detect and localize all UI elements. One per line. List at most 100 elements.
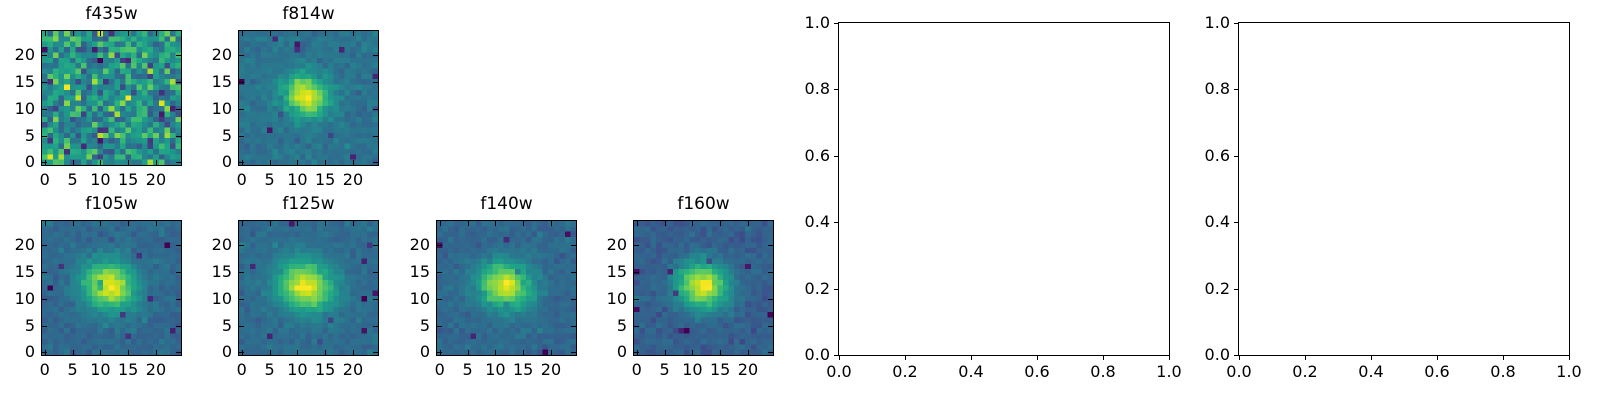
xtick-label-f125w-4: 20: [342, 360, 364, 379]
xtick-top-f105w-0: [45, 221, 46, 226]
xtick-f160w-2: [692, 350, 693, 355]
ytick-label-f814w-0: 0: [221, 152, 232, 172]
ytick-f125w-3: [239, 272, 244, 273]
xtick-top-f125w-2: [297, 221, 298, 226]
blank-axes-2-ytick-3: [1234, 156, 1238, 157]
blank-axes-1-ytick-0: [834, 355, 838, 356]
blank-axes-1-xtick-label-1: 0.2: [892, 362, 918, 381]
blank-axes-1-xtick-label-4: 0.8: [1090, 362, 1116, 381]
xtick-f160w-1: [665, 350, 666, 355]
xtick-f435w-1: [73, 160, 74, 165]
ytick-right-f105w-3: [176, 272, 181, 273]
xtick-top-f125w-4: [353, 221, 354, 226]
ytick-f435w-1: [42, 136, 47, 137]
blank-axes-1-xtick-label-2: 0.4: [958, 362, 984, 381]
xtick-label-f125w-0: 0: [236, 360, 247, 379]
blank-axes-2-xtick-0: [1239, 356, 1240, 360]
cutout-axes-f125w: [238, 220, 379, 356]
blank-axes-2-ytick-5: [1234, 23, 1238, 24]
ytick-label-f140w-1: 5: [419, 315, 430, 335]
ytick-f105w-1: [42, 326, 47, 327]
xtick-top-f105w-4: [156, 221, 157, 226]
blank-axes-1-ytick-1: [834, 289, 838, 290]
ytick-right-f160w-3: [768, 272, 773, 273]
ytick-f140w-2: [437, 299, 442, 300]
xtick-top-f160w-2: [692, 221, 693, 226]
blank-axes-2-xtick-2: [1371, 356, 1372, 360]
xtick-f125w-1: [270, 350, 271, 355]
ytick-f125w-0: [239, 352, 244, 353]
ytick-label-f435w-1: 5: [24, 125, 35, 145]
ytick-f125w-4: [239, 245, 244, 246]
xtick-f105w-3: [128, 350, 129, 355]
blank-axes-2-frame: [1238, 22, 1570, 356]
xtick-label-f160w-3: 15: [709, 360, 731, 379]
ytick-right-f435w-3: [176, 82, 181, 83]
blank-axes-1-xtick-3: [1037, 356, 1038, 360]
xtick-label-f160w-2: 10: [682, 360, 703, 379]
xtick-label-f814w-2: 10: [287, 170, 308, 189]
ytick-right-f814w-0: [373, 162, 378, 163]
xtick-label-f160w-4: 20: [737, 360, 759, 379]
ytick-right-f140w-4: [571, 245, 576, 246]
blank-axes-1-ytick-3: [834, 156, 838, 157]
xtick-label-f814w-4: 20: [342, 170, 364, 189]
blank-axes-2-ytick-2: [1234, 222, 1238, 223]
ytick-label-f160w-0: 0: [616, 342, 627, 362]
blank-axes-1-frame: [838, 22, 1170, 356]
blank-axes-2-xtick-label-1: 0.2: [1292, 362, 1318, 381]
xtick-label-f814w-3: 15: [314, 170, 336, 189]
xtick-label-f125w-3: 15: [314, 360, 336, 379]
xtick-top-f125w-0: [242, 221, 243, 226]
ytick-right-f105w-0: [176, 352, 181, 353]
xtick-label-f140w-1: 5: [462, 360, 473, 379]
ytick-right-f814w-1: [373, 136, 378, 137]
ytick-right-f125w-3: [373, 272, 378, 273]
ytick-f140w-3: [437, 272, 442, 273]
ytick-right-f435w-2: [176, 109, 181, 110]
ytick-label-f814w-2: 10: [211, 98, 232, 118]
blank-axes-1-ytick-label-0: 0.0: [804, 345, 830, 364]
xtick-label-f435w-1: 5: [67, 170, 78, 189]
xtick-f814w-3: [325, 160, 326, 165]
ytick-label-f105w-1: 5: [24, 315, 35, 335]
xtick-f814w-2: [297, 160, 298, 165]
xtick-top-f160w-0: [637, 221, 638, 226]
blank-axes-1-xtick-label-0: 0.0: [826, 362, 852, 381]
ytick-label-f125w-3: 15: [211, 261, 232, 281]
xtick-label-f105w-3: 15: [117, 360, 139, 379]
blank-axes-1-xtick-0: [839, 356, 840, 360]
xtick-f435w-3: [128, 160, 129, 165]
xtick-f105w-2: [100, 350, 101, 355]
ytick-label-f435w-2: 10: [14, 98, 35, 118]
ytick-label-f160w-1: 5: [616, 315, 627, 335]
cutout-image-f105w: [42, 221, 181, 355]
ytick-right-f125w-1: [373, 326, 378, 327]
panel-title-f435w: f435w: [85, 4, 138, 24]
xtick-label-f140w-4: 20: [540, 360, 562, 379]
ytick-label-f435w-4: 20: [14, 45, 35, 65]
xtick-top-f160w-1: [665, 221, 666, 226]
xtick-label-f140w-0: 0: [434, 360, 445, 379]
ytick-label-f160w-4: 20: [606, 235, 627, 255]
xtick-f125w-2: [297, 350, 298, 355]
ytick-f140w-0: [437, 352, 442, 353]
blank-axes-2-xtick-1: [1305, 356, 1306, 360]
xtick-label-f435w-4: 20: [145, 170, 167, 189]
xtick-top-f105w-2: [100, 221, 101, 226]
xtick-f160w-4: [748, 350, 749, 355]
blank-axes-2-xtick-5: [1569, 356, 1570, 360]
xtick-f125w-3: [325, 350, 326, 355]
xtick-f105w-1: [73, 350, 74, 355]
ytick-label-f125w-0: 0: [221, 342, 232, 362]
ytick-label-f105w-0: 0: [24, 342, 35, 362]
ytick-f435w-0: [42, 162, 47, 163]
blank-axes-2-ytick-label-0: 0.0: [1204, 345, 1230, 364]
blank-axes-1-ytick-label-4: 0.8: [804, 79, 830, 99]
panel-title-f160w: f160w: [677, 194, 730, 214]
blank-axes-1-xtick-label-5: 1.0: [1156, 362, 1182, 381]
blank-axes-1-ytick-label-5: 1.0: [804, 13, 830, 32]
xtick-top-f140w-2: [495, 221, 496, 226]
xtick-f160w-3: [720, 350, 721, 355]
xtick-top-f814w-0: [242, 31, 243, 36]
